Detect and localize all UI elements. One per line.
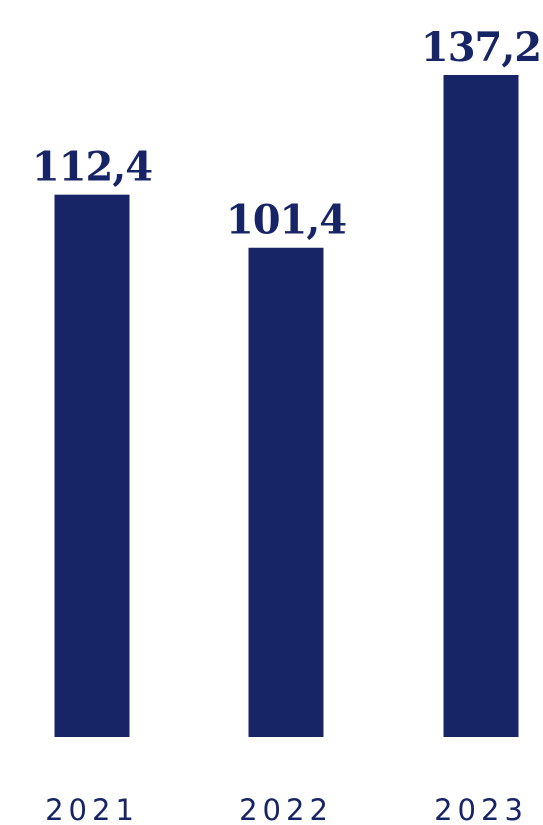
bar-2021: [54, 194, 130, 737]
category-label-2021: 2021: [45, 793, 139, 825]
value-label-2022: 101,4: [226, 197, 346, 244]
value-label-2023: 137,2: [421, 24, 541, 71]
bar-2022: [248, 247, 324, 737]
bar-2023: [443, 75, 519, 737]
category-label-2022: 2022: [239, 793, 333, 825]
value-label-2021: 112,4: [32, 144, 152, 191]
category-label-2023: 2023: [434, 793, 528, 825]
